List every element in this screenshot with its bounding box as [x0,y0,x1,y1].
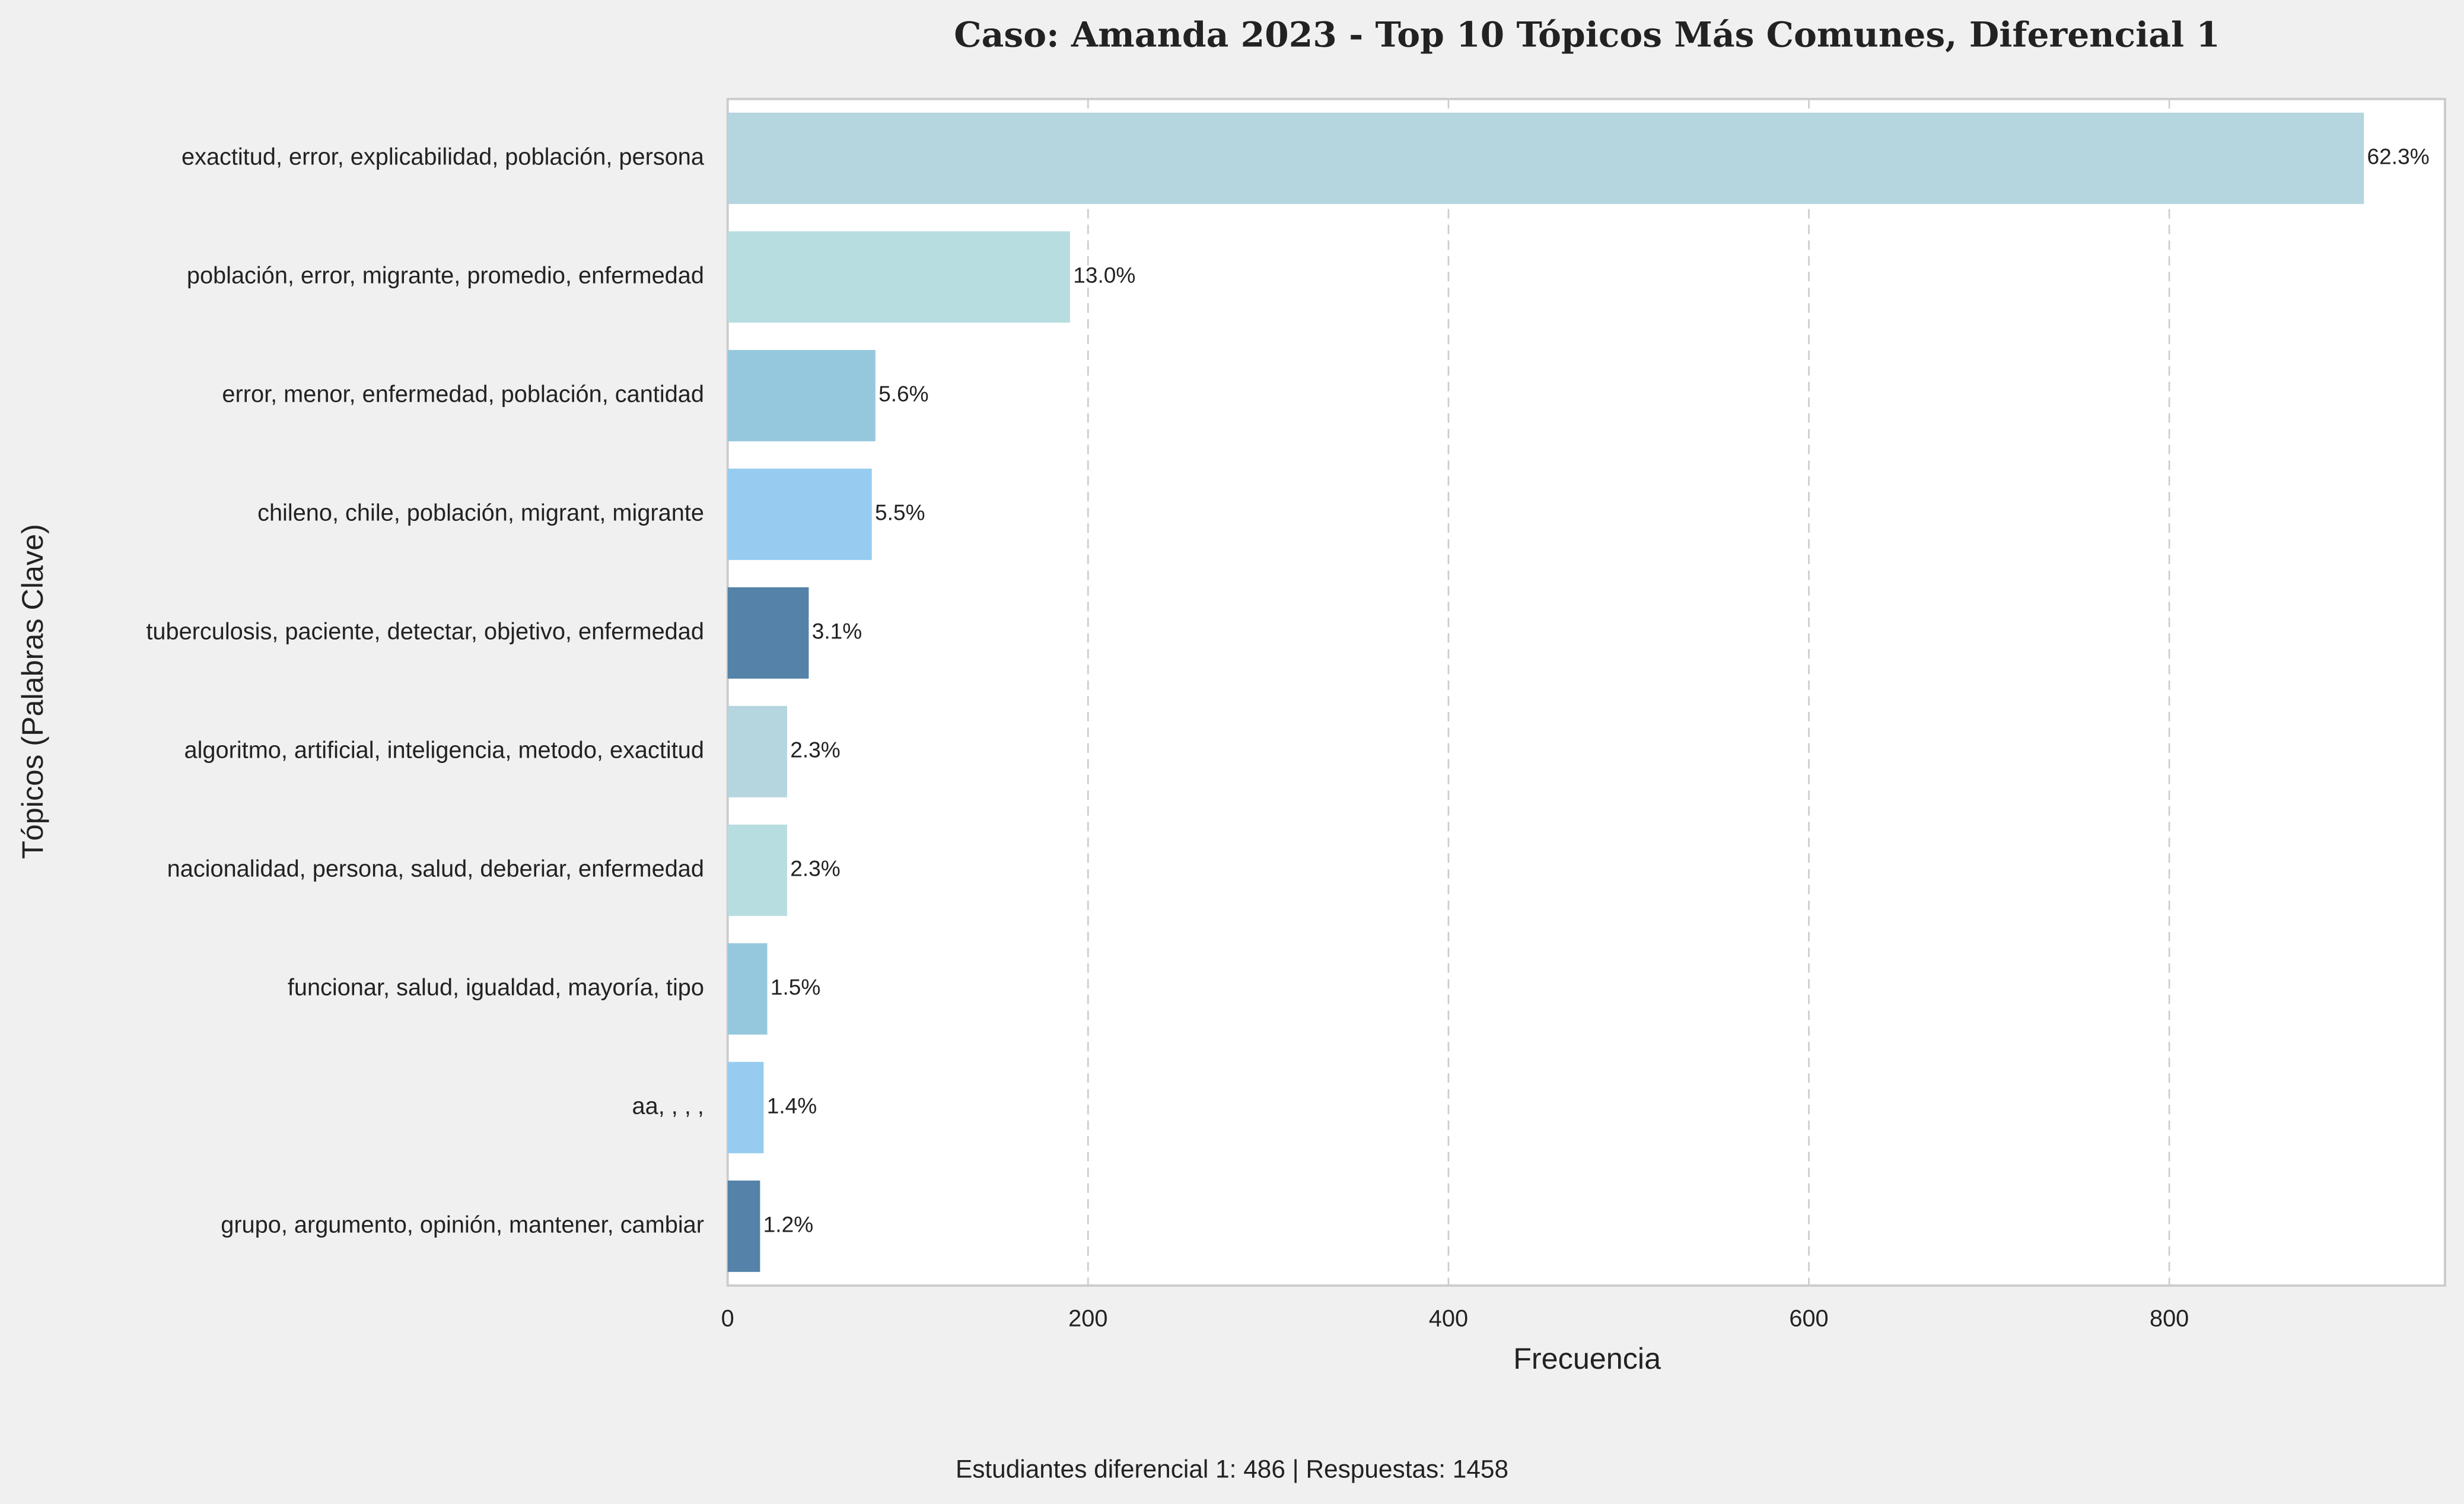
x-tick-label: 800 [2150,1306,2189,1332]
value-label: 1.5% [771,975,821,1000]
y-tick-label: error, menor, enfermedad, población, can… [222,381,704,407]
y-tick-label: tuberculosis, paciente, detectar, objeti… [146,618,704,644]
value-label: 5.6% [878,381,929,406]
y-tick-label: exactitud, error, explicabilidad, poblac… [182,144,705,170]
y-tick-label: algoritmo, artificial, inteligencia, met… [184,737,704,763]
x-tick-label: 600 [1789,1306,1828,1332]
value-label: 62.3% [2367,144,2430,169]
x-tick-label: 400 [1429,1306,1468,1332]
bar [727,1061,764,1153]
y-tick-label: aa, , , , [632,1093,704,1119]
footnote: Estudiantes diferencial 1: 486 | Respues… [956,1455,1508,1483]
x-tick-label: 0 [721,1306,734,1332]
bar [727,231,1070,323]
bar [727,1180,760,1272]
y-tick-label: chileno, chile, población, migrant, migr… [257,500,704,526]
y-tick-label: nacionalidad, persona, salud, deberiar, … [167,856,704,882]
bar [727,112,2364,204]
y-tick-label: población, error, migrante, promedio, en… [187,262,704,288]
value-label: 3.1% [812,619,862,644]
bar [727,824,787,916]
value-label: 2.3% [790,856,841,881]
y-tick-label: funcionar, salud, igualdad, mayoría, tip… [288,974,704,1000]
y-axis-label: Tópicos (Palabras Clave) [15,524,49,859]
chart-title: Caso: Amanda 2023 - Top 10 Tópicos Más C… [954,14,2220,55]
bar [727,349,876,441]
bar [727,587,809,679]
value-label: 1.2% [763,1212,814,1237]
value-label: 13.0% [1073,263,1135,288]
bar [727,705,787,797]
y-tick-label: grupo, argumento, opinión, mantener, cam… [221,1212,704,1238]
bar [727,943,768,1035]
value-label: 5.5% [875,500,925,525]
bar [727,468,872,560]
x-tick-label: 200 [1068,1306,1107,1332]
x-axis-label: Frecuencia [1513,1341,1661,1375]
value-label: 1.4% [767,1093,817,1118]
value-label: 2.3% [790,737,841,762]
